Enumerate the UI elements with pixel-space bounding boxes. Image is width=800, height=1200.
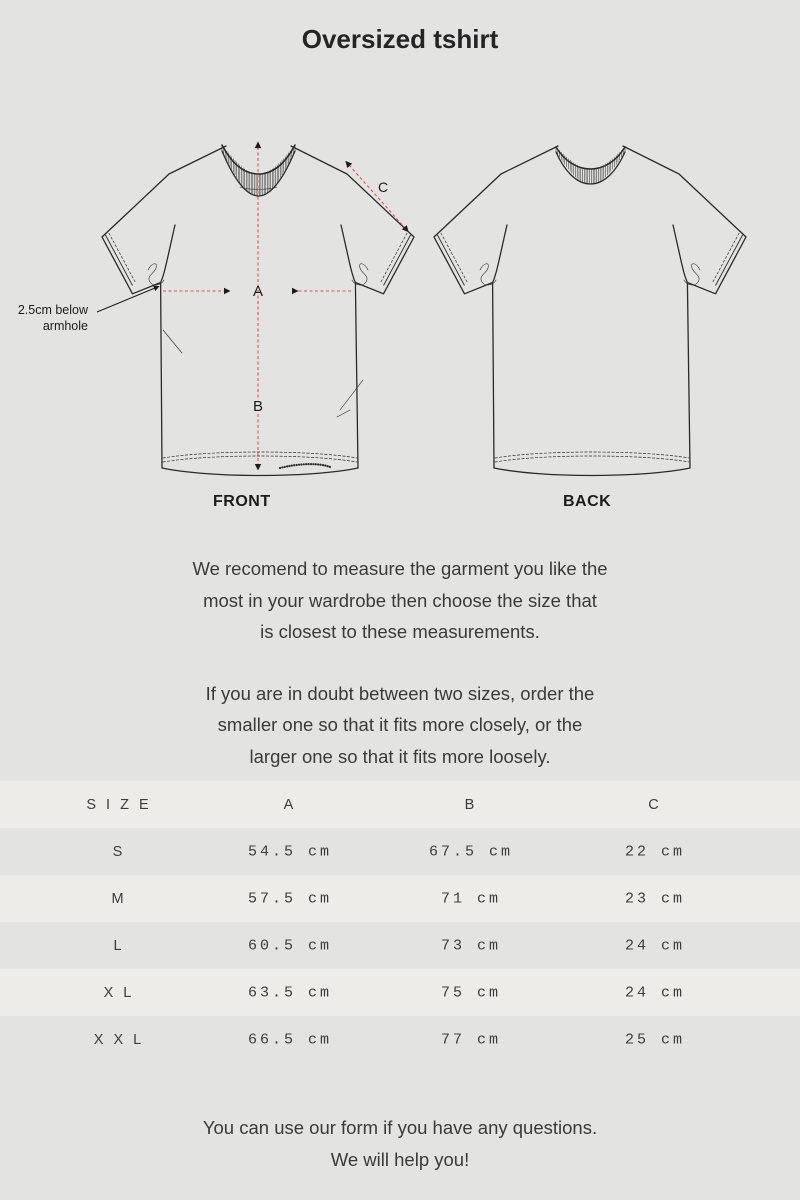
svg-text:2.5cm below: 2.5cm below (18, 303, 89, 317)
svg-text:B: B (253, 398, 263, 415)
svg-text:A: A (253, 283, 263, 300)
svg-text:C: C (378, 179, 388, 195)
svg-text:armhole: armhole (43, 319, 88, 333)
